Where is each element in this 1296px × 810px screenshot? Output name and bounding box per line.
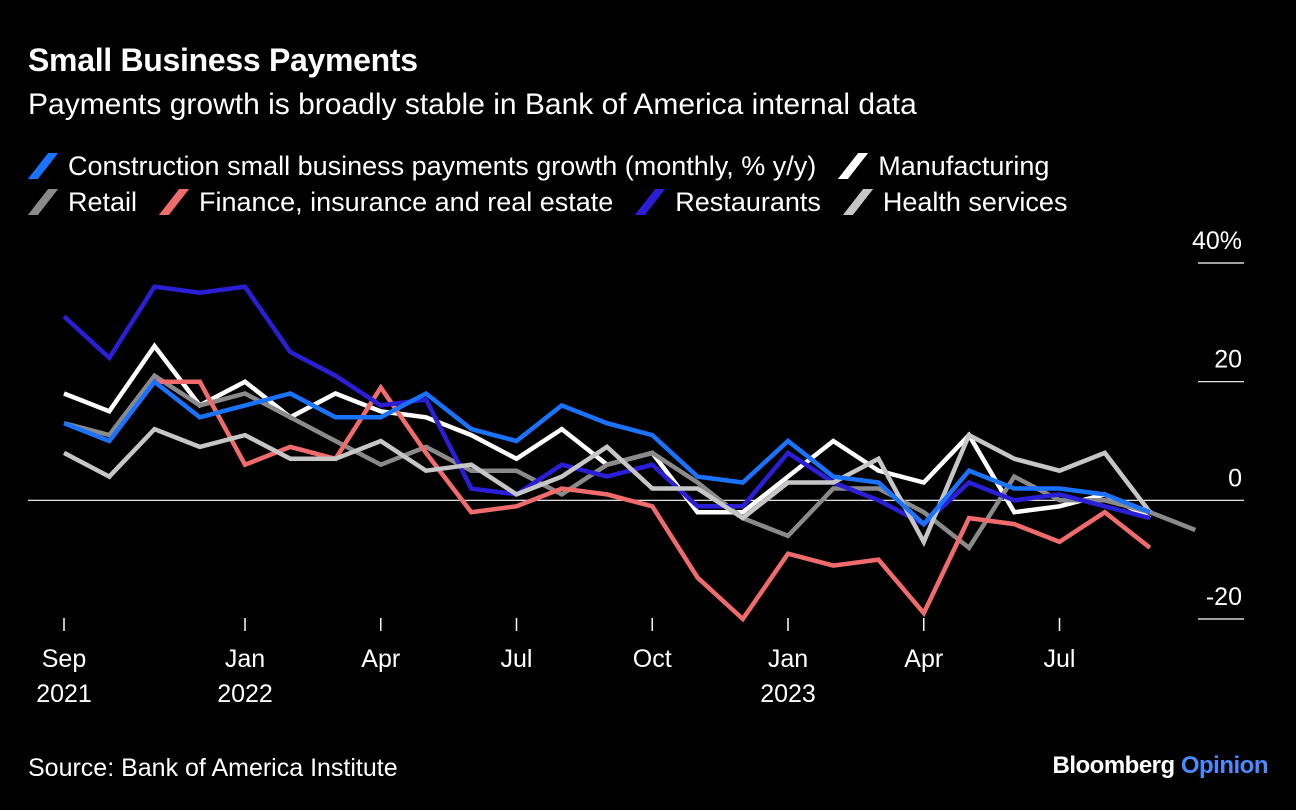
legend-row: Retail Finance, insurance and real estat…	[27, 184, 1228, 220]
series-line-finance	[154, 379, 1152, 623]
brand-name: Bloomberg	[1052, 752, 1176, 779]
line-chart: 40% 20 0 -20 Sep 2021 Jan 2022 Apr Jul Oct Jan 2023 A…	[28, 227, 1244, 708]
brand-logo: Bloomberg Opinion	[1053, 752, 1269, 780]
x-tick-year-label: 2021	[36, 680, 92, 708]
x-tick-label: Jan	[768, 645, 808, 673]
brand-suffix: Opinion	[1180, 752, 1269, 779]
x-tick-label: Jul	[1044, 645, 1076, 673]
chart-title: Small Business Payments	[28, 42, 418, 78]
y-tick-label: 20	[1214, 346, 1242, 374]
legend-row: Construction small business payments gro…	[27, 148, 1228, 184]
legend-label: Construction small business payments gro…	[68, 150, 817, 181]
y-tick-label: 0	[1228, 464, 1242, 492]
source-note: Source: Bank of America Institute	[28, 754, 398, 782]
x-tick-label: Jul	[501, 645, 533, 673]
series-line-health	[62, 426, 1152, 548]
series-line-retail	[63, 372, 1197, 552]
x-tick-label: Apr	[361, 645, 400, 673]
series-line-construction	[63, 378, 1151, 528]
legend-label: Health services	[882, 186, 1068, 217]
y-tick-label: 40%	[1192, 227, 1242, 255]
chart-subtitle: Payments growth is broadly stable in Ban…	[28, 88, 917, 121]
y-tick-label: -20	[1206, 583, 1242, 611]
legend: Construction small business payments gro…	[27, 148, 1228, 220]
legend-item-restaurants: Restaurants	[635, 187, 821, 218]
x-tick-label: Apr	[904, 645, 943, 673]
x-tick-year-label: 2022	[217, 680, 273, 708]
x-tick-label: Sep	[42, 645, 86, 673]
legend-item-retail: Retail	[27, 186, 138, 218]
legend-item-manufacturing: Manufacturing	[838, 151, 1049, 182]
legend-label: Restaurants	[675, 186, 821, 217]
legend-label: Retail	[68, 186, 138, 217]
x-tick-label: Jan	[225, 645, 265, 673]
legend-item-finance: Finance, insurance and real estate	[158, 186, 614, 218]
legend-item-health: Health services	[842, 186, 1068, 218]
legend-label: Manufacturing	[878, 150, 1050, 181]
x-tick-label: Oct	[633, 645, 672, 673]
legend-item-construction: Construction small business payments gro…	[27, 150, 817, 182]
x-tick-year-label: 2023	[760, 680, 816, 708]
legend-label: Finance, insurance and real estate	[199, 186, 614, 217]
series-line-restaurants	[62, 284, 1151, 527]
